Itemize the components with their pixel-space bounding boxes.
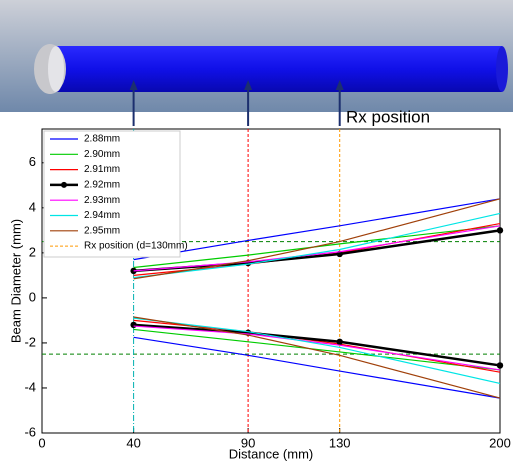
y-tick-label: 4 — [29, 199, 36, 214]
y-tick-label: 2 — [29, 244, 36, 259]
y-tick-label: 6 — [29, 154, 36, 169]
legend-label: 2.95mm — [84, 225, 120, 236]
y-tick-label: -4 — [24, 379, 36, 394]
x-tick-label: 130 — [329, 435, 351, 450]
x-tick-label: 200 — [489, 435, 511, 450]
legend-marker — [61, 182, 67, 188]
legend-label: 2.92mm — [84, 180, 120, 191]
point — [130, 322, 136, 328]
annotation: Rx position — [346, 107, 430, 126]
legend-label: 2.88mm — [84, 134, 120, 145]
legend-label: 2.94mm — [84, 210, 120, 221]
x-tick-label: 0 — [38, 435, 45, 450]
legend-label: 2.93mm — [84, 195, 120, 206]
point — [497, 362, 503, 368]
x-tick-label: 40 — [126, 435, 140, 450]
beam-render — [0, 0, 513, 112]
legend-label: 2.90mm — [84, 149, 120, 160]
legend: 2.88mm 2.90mm 2.91mm 2.92mm 2.93mm 2.94mm 2.95… — [44, 131, 188, 257]
legend-label: Rx position (d=130mm) — [84, 241, 188, 252]
x-axis-label: Distance (mm) — [229, 446, 314, 461]
point — [497, 227, 503, 233]
figure: Rx position -6-4-2024604090130200Distanc… — [0, 0, 513, 463]
legend-label: 2.91mm — [84, 164, 120, 175]
point — [337, 339, 343, 345]
y-tick-label: -2 — [24, 334, 36, 349]
y-tick-label: 0 — [29, 289, 36, 304]
y-axis-label: Beam Diameter (mm) — [8, 219, 23, 343]
y-tick-label: -6 — [24, 424, 36, 439]
